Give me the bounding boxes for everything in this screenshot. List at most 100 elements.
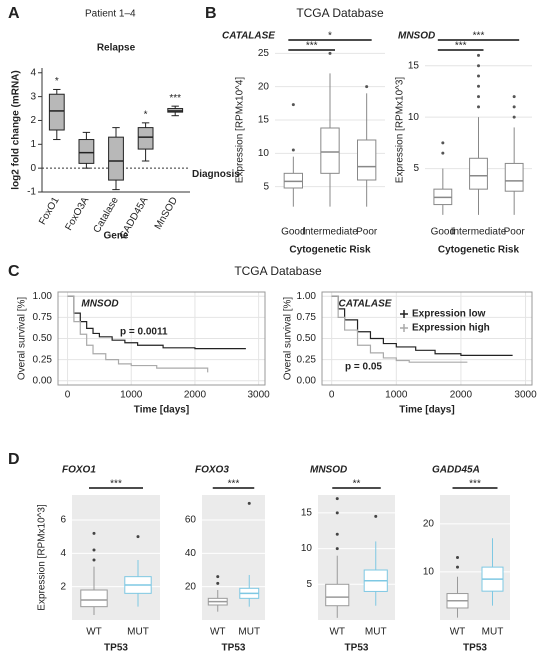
- significance: *: [144, 109, 148, 120]
- survival-curve: [67, 295, 209, 373]
- y-axis-label: Overal survival [%]: [283, 297, 294, 381]
- outlier: [335, 511, 339, 515]
- x-tick-label: MUT: [365, 627, 387, 638]
- outlier: [374, 514, 378, 518]
- y-tick-label: 15: [258, 115, 270, 126]
- p-value: p = 0.0011: [120, 327, 168, 338]
- box: [357, 139, 377, 181]
- outlier: [441, 141, 445, 145]
- chart-title: CATALASE: [222, 31, 275, 42]
- y-tick-label: 2: [60, 581, 66, 592]
- chart-title: Relapse: [97, 43, 136, 54]
- chart-title: FOXO1: [62, 465, 96, 476]
- significance: **: [353, 479, 361, 490]
- outlier: [512, 95, 516, 99]
- panel-label: D: [8, 451, 20, 468]
- outlier: [136, 535, 140, 539]
- x-tick-label: Good: [431, 227, 455, 238]
- x-tick-label: MnSOD: [153, 195, 180, 231]
- panel-label: A: [8, 5, 20, 22]
- box: [108, 136, 124, 181]
- y-tick-label: 1.00: [33, 291, 53, 302]
- x-tick-label: 2000: [184, 390, 207, 401]
- x-tick-label: WT: [86, 627, 102, 638]
- x-axis-label: TP53: [345, 643, 369, 654]
- y-tick-label: 10: [423, 567, 435, 578]
- heading: TCGA Database: [234, 264, 322, 278]
- x-axis-label: Cytogenetic Risk: [289, 245, 371, 256]
- box: [504, 162, 524, 192]
- chart-title: GADD45A: [432, 465, 480, 476]
- x-tick-label: 0: [329, 390, 335, 401]
- significance: ***: [473, 31, 485, 42]
- outlier: [216, 581, 220, 585]
- x-tick-label: MUT: [238, 627, 260, 638]
- outlier: [92, 558, 96, 562]
- y-axis-label: log2 fold change (mRNA): [11, 70, 22, 189]
- significance: ***: [228, 479, 240, 490]
- y-tick-label: -1: [27, 187, 36, 198]
- y-tick-label: 0.50: [33, 333, 53, 344]
- chart-title: MNSOD: [398, 31, 435, 42]
- significance: *: [328, 31, 332, 42]
- y-axis-label: Expression [RPMx10^3]: [37, 504, 48, 611]
- x-tick-label: GADD45A: [118, 195, 151, 241]
- y-tick-label: 3: [30, 91, 36, 102]
- outlier: [92, 531, 96, 535]
- chart-subtitle: Patient 1–4: [85, 9, 136, 20]
- x-tick-label: 0: [65, 390, 71, 401]
- y-tick-label: 1.00: [297, 291, 317, 302]
- outlier: [291, 103, 295, 107]
- y-axis-label: Expression [RPMx10^4]: [235, 77, 246, 184]
- outlier: [365, 85, 369, 89]
- y-tick-label: 0.00: [33, 375, 53, 386]
- x-axis-label: Gene: [103, 231, 128, 242]
- x-tick-label: Poor: [356, 227, 378, 238]
- y-tick-label: 10: [301, 543, 313, 554]
- survival-curve: [331, 295, 513, 357]
- x-axis-label: TP53: [222, 643, 246, 654]
- survival-curve: [67, 295, 246, 350]
- x-tick-label: 1000: [385, 390, 408, 401]
- x-tick-label: FoxO3A: [63, 195, 91, 233]
- box: [80, 589, 108, 608]
- x-tick-label: WT: [329, 627, 345, 638]
- outlier: [291, 148, 295, 152]
- x-tick-label: 3000: [514, 390, 537, 401]
- outlier: [512, 105, 516, 109]
- y-tick-label: 10: [258, 148, 270, 159]
- y-tick-label: 20: [423, 518, 435, 529]
- box: [137, 127, 154, 150]
- x-tick-label: MUT: [127, 627, 149, 638]
- y-tick-label: 20: [258, 81, 270, 92]
- box: [469, 157, 488, 190]
- x-tick-label: Intermediate: [451, 227, 507, 238]
- legend-label: Expression low: [412, 309, 486, 320]
- chart-title: FOXO3: [195, 465, 229, 476]
- chart-title: MNSOD: [81, 299, 118, 310]
- chart-title: MNSOD: [310, 465, 347, 476]
- legend-marker: [400, 310, 408, 318]
- y-tick-label: 0.50: [297, 333, 317, 344]
- y-tick-label: 4: [30, 67, 36, 78]
- y-tick-label: 60: [185, 515, 197, 526]
- x-tick-label: Poor: [504, 227, 526, 238]
- y-tick-label: 0.25: [33, 354, 53, 365]
- y-tick-label: 4: [60, 548, 66, 559]
- significance: ***: [469, 479, 481, 490]
- x-tick-label: Catalase: [92, 195, 121, 235]
- outlier: [441, 151, 445, 155]
- box: [48, 93, 65, 131]
- outlier: [456, 565, 459, 569]
- legend-marker: [400, 324, 408, 332]
- y-tick-label: 40: [185, 548, 197, 559]
- y-tick-label: 0.25: [297, 354, 317, 365]
- significance: *: [55, 76, 59, 87]
- y-tick-label: 5: [263, 181, 269, 192]
- y-tick-label: 0.75: [33, 312, 53, 323]
- y-tick-label: 15: [301, 507, 313, 518]
- x-tick-label: 1000: [120, 390, 143, 401]
- x-axis-label: TP53: [463, 643, 487, 654]
- y-tick-label: 1: [30, 139, 36, 150]
- outlier: [328, 51, 332, 55]
